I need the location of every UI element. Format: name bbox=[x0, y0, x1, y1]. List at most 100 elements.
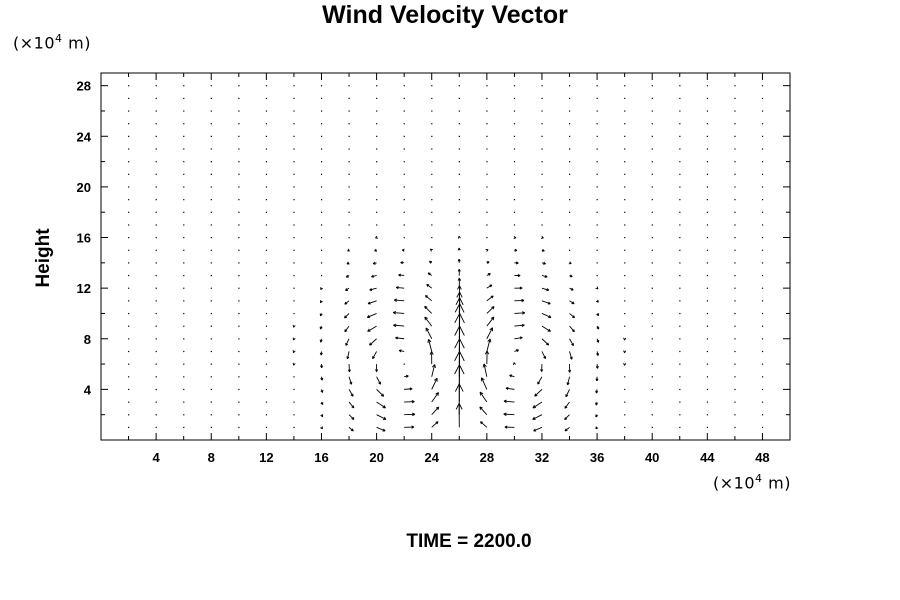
y-tick-label: 8 bbox=[84, 332, 91, 347]
wind-vector bbox=[514, 349, 519, 353]
wind-vector bbox=[155, 161, 157, 163]
wind-vector bbox=[514, 311, 526, 315]
wind-vector bbox=[623, 337, 627, 341]
wind-vector bbox=[651, 85, 653, 87]
wind-vector bbox=[427, 339, 433, 352]
wind-vector bbox=[238, 110, 240, 112]
wind-vector bbox=[706, 262, 709, 264]
wind-vector bbox=[319, 313, 323, 317]
wind-vector bbox=[651, 135, 653, 137]
wind-vector bbox=[734, 224, 736, 226]
wind-vector bbox=[293, 287, 295, 289]
wind-vector bbox=[679, 414, 681, 416]
wind-vector bbox=[513, 199, 516, 201]
wind-vector bbox=[128, 426, 130, 429]
wind-vector bbox=[376, 186, 378, 188]
wind-vector bbox=[320, 173, 323, 175]
wind-vector bbox=[424, 295, 433, 302]
wind-vector bbox=[293, 401, 295, 403]
wind-vector bbox=[458, 186, 460, 188]
wind-vector bbox=[348, 97, 350, 100]
wind-vector bbox=[486, 316, 495, 327]
wind-vector bbox=[320, 300, 323, 304]
wind-vector bbox=[210, 110, 212, 112]
wind-vector bbox=[376, 97, 378, 100]
wind-vector bbox=[128, 249, 130, 251]
wind-vector bbox=[265, 199, 268, 201]
wind-vector bbox=[458, 123, 460, 125]
wind-vector bbox=[376, 376, 381, 385]
wind-vector bbox=[293, 300, 295, 302]
wind-vector bbox=[624, 237, 626, 239]
wind-vector bbox=[265, 135, 268, 137]
wind-vector bbox=[651, 148, 653, 150]
wind-vector bbox=[514, 336, 523, 340]
wind-vector bbox=[210, 262, 212, 264]
wind-vector bbox=[183, 401, 185, 403]
wind-vector bbox=[486, 338, 492, 352]
wind-vector bbox=[540, 235, 544, 239]
wind-vector bbox=[486, 161, 488, 163]
wind-vector bbox=[486, 97, 488, 100]
wind-vector bbox=[706, 426, 709, 429]
wind-vector bbox=[706, 274, 709, 277]
x-tick-label: 8 bbox=[208, 450, 215, 465]
wind-vector bbox=[595, 401, 599, 406]
wind-vector bbox=[651, 350, 653, 353]
wind-vector bbox=[320, 135, 323, 137]
wind-vector bbox=[541, 325, 551, 332]
wind-vector bbox=[293, 85, 295, 87]
wind-vector bbox=[761, 161, 764, 163]
wind-vector bbox=[128, 274, 130, 277]
wind-vector bbox=[503, 399, 515, 404]
wind-vector bbox=[128, 199, 130, 201]
wind-vector bbox=[183, 414, 185, 416]
wind-vector bbox=[128, 287, 130, 289]
wind-vector bbox=[293, 110, 295, 112]
wind-vector bbox=[155, 300, 157, 302]
wind-vector bbox=[734, 274, 736, 277]
wind-vector bbox=[679, 148, 681, 150]
wind-vector bbox=[345, 274, 350, 278]
wind-vector bbox=[569, 351, 573, 360]
wind-vector bbox=[679, 287, 681, 289]
wind-vector bbox=[403, 123, 405, 125]
wind-vector bbox=[679, 312, 681, 315]
wind-vector bbox=[348, 135, 350, 137]
wind-vector bbox=[293, 262, 295, 264]
wind-vector bbox=[479, 391, 488, 403]
wind-vector bbox=[345, 338, 350, 346]
wind-vector bbox=[541, 110, 543, 112]
wind-vector bbox=[183, 287, 185, 289]
wind-vector bbox=[566, 376, 570, 386]
wind-vector bbox=[128, 338, 130, 340]
wind-vector bbox=[569, 249, 571, 251]
wind-vector bbox=[374, 248, 378, 252]
wind-vector bbox=[651, 287, 653, 289]
wind-vector bbox=[320, 211, 323, 213]
wind-vector bbox=[348, 148, 350, 150]
wind-vector bbox=[513, 97, 516, 100]
plot-frame bbox=[100, 72, 791, 441]
wind-vector bbox=[596, 135, 598, 137]
wind-vector bbox=[514, 298, 525, 303]
wind-vector bbox=[265, 338, 268, 340]
wind-vector bbox=[344, 325, 350, 333]
wind-vector bbox=[183, 249, 185, 251]
wind-vector bbox=[651, 376, 653, 378]
wind-vector bbox=[624, 388, 626, 391]
wind-vector bbox=[651, 426, 653, 429]
wind-vector bbox=[376, 389, 385, 397]
wind-vector bbox=[514, 274, 521, 278]
wind-vector bbox=[679, 173, 681, 175]
wind-vector bbox=[564, 401, 570, 409]
wind-vector bbox=[155, 97, 157, 100]
wind-vector bbox=[596, 249, 598, 251]
wind-vector bbox=[265, 211, 268, 213]
wind-vector bbox=[734, 401, 736, 403]
wind-vector bbox=[398, 273, 405, 277]
wind-vector bbox=[265, 363, 268, 365]
wind-vector bbox=[761, 173, 764, 175]
wind-vector bbox=[479, 406, 488, 415]
wind-vector bbox=[210, 401, 212, 403]
